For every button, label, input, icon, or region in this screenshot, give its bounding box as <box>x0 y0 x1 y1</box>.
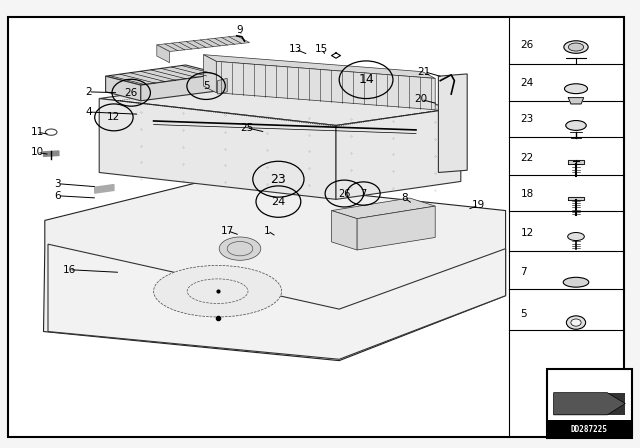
Text: 14: 14 <box>358 73 374 86</box>
Text: 25: 25 <box>240 123 253 133</box>
Polygon shape <box>336 108 461 199</box>
Text: 15: 15 <box>315 44 328 54</box>
Polygon shape <box>332 211 357 250</box>
Bar <box>547 369 632 438</box>
Text: 17: 17 <box>221 226 234 236</box>
Polygon shape <box>106 65 221 85</box>
Text: 2: 2 <box>85 87 92 97</box>
Ellipse shape <box>564 41 588 53</box>
Text: 11: 11 <box>31 127 44 137</box>
Text: 9: 9 <box>237 26 243 35</box>
Text: 6: 6 <box>54 191 61 201</box>
Polygon shape <box>332 198 435 219</box>
Polygon shape <box>44 151 59 156</box>
Text: 26: 26 <box>338 189 351 198</box>
Text: 7: 7 <box>360 189 367 198</box>
Ellipse shape <box>568 43 584 51</box>
Polygon shape <box>568 98 584 104</box>
Text: 12: 12 <box>520 228 534 238</box>
Ellipse shape <box>564 84 588 94</box>
Text: 21: 21 <box>418 67 431 77</box>
Text: 24: 24 <box>520 78 534 88</box>
Text: 13: 13 <box>289 44 302 54</box>
Polygon shape <box>216 61 435 110</box>
Text: 26: 26 <box>520 40 534 50</box>
Polygon shape <box>568 160 584 164</box>
Text: 12: 12 <box>108 112 120 122</box>
Polygon shape <box>438 74 467 172</box>
Text: 10: 10 <box>31 147 44 157</box>
Text: 23: 23 <box>520 114 534 124</box>
Polygon shape <box>568 197 584 200</box>
Text: 23: 23 <box>271 172 286 186</box>
Polygon shape <box>157 36 250 52</box>
Ellipse shape <box>219 237 261 260</box>
Polygon shape <box>554 392 625 415</box>
Text: 5: 5 <box>203 81 209 91</box>
Text: 20: 20 <box>415 95 428 104</box>
Bar <box>554 392 625 415</box>
Text: 7: 7 <box>520 267 527 277</box>
Text: 18: 18 <box>520 189 534 198</box>
Ellipse shape <box>571 319 581 326</box>
Text: 26: 26 <box>125 88 138 98</box>
Text: 16: 16 <box>63 265 76 275</box>
Text: 22: 22 <box>520 153 534 163</box>
Ellipse shape <box>563 277 589 287</box>
Ellipse shape <box>566 316 586 329</box>
Polygon shape <box>95 185 114 193</box>
Polygon shape <box>357 206 435 250</box>
Ellipse shape <box>566 121 586 130</box>
Polygon shape <box>141 74 221 101</box>
Polygon shape <box>106 76 141 101</box>
Polygon shape <box>204 55 435 78</box>
Text: 19: 19 <box>472 200 485 210</box>
Bar <box>547 420 632 438</box>
Text: 3: 3 <box>54 179 61 189</box>
Polygon shape <box>218 78 227 94</box>
Text: 4: 4 <box>85 107 92 117</box>
Text: 24: 24 <box>271 197 285 207</box>
Ellipse shape <box>568 233 584 241</box>
Polygon shape <box>157 45 170 63</box>
Polygon shape <box>99 81 461 125</box>
Polygon shape <box>99 99 336 199</box>
Polygon shape <box>44 179 506 361</box>
Text: 5: 5 <box>520 309 527 319</box>
Ellipse shape <box>154 265 282 317</box>
Text: 1: 1 <box>264 226 271 236</box>
Polygon shape <box>48 244 506 359</box>
Polygon shape <box>204 55 216 93</box>
Text: 8: 8 <box>401 193 408 203</box>
Text: DD287225: DD287225 <box>571 425 608 434</box>
